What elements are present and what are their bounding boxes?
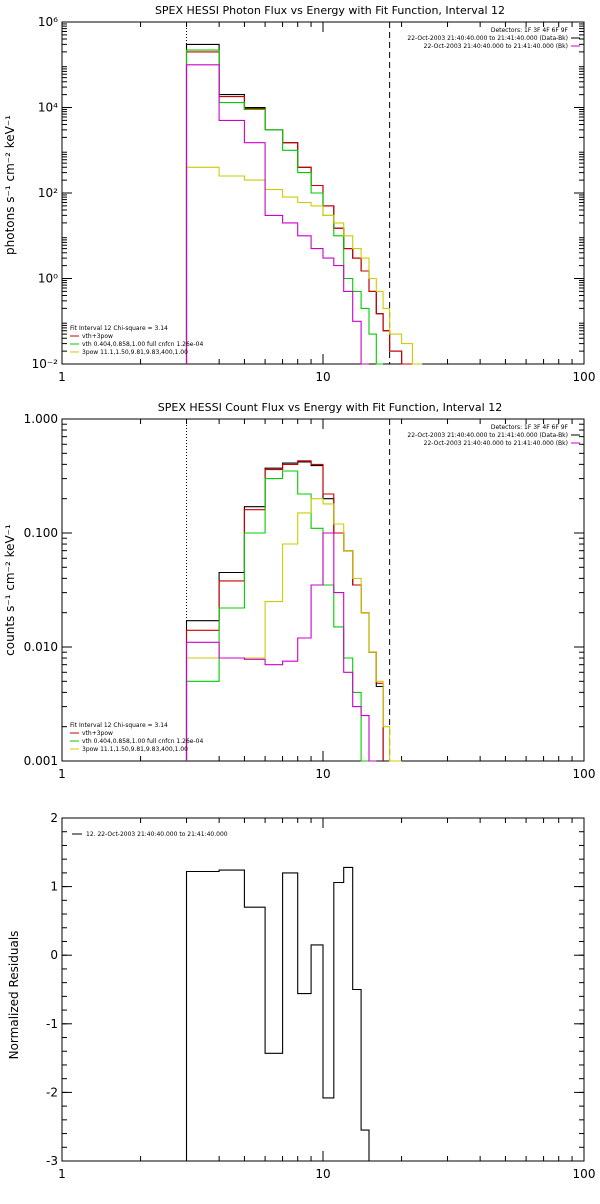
residuals-ytick-label: 2 bbox=[50, 811, 58, 825]
photon-flux-ytick-label: 10² bbox=[38, 186, 58, 200]
photon-flux-ylabel: photons s⁻¹ cm⁻² keV⁻¹ bbox=[3, 115, 17, 255]
count-flux-ytick-label: 1.000 bbox=[24, 412, 58, 426]
count-flux-series bbox=[185, 460, 402, 762]
residuals-xtick-label: 100 bbox=[573, 1167, 596, 1181]
photon-flux-legend-entry: 22-Oct-2003 21:40:40.000 to 21:41:40.000… bbox=[407, 35, 568, 42]
count-flux-series-vth bbox=[185, 470, 369, 762]
residuals-panel: Normalized Residuals 1 10 100 -3 -2 -1 0 1 2 12.… bbox=[7, 811, 595, 1181]
photon-flux-series-bk bbox=[185, 64, 369, 365]
count-flux-legend-entry: Detectors: 1F 3F 4F 6F 9F bbox=[491, 424, 569, 431]
count-flux-ytick-label: 0.100 bbox=[24, 526, 58, 540]
count-flux-series-3pow bbox=[185, 498, 402, 762]
count-flux-series-vth-3pow bbox=[185, 460, 384, 761]
count-flux-ylabel: counts s⁻¹ cm⁻² keV⁻¹ bbox=[3, 524, 17, 656]
photon-flux-legend-entry: vth+3pow bbox=[82, 333, 113, 340]
count-flux-xtick-label: 100 bbox=[573, 767, 596, 781]
count-flux-reference-lines bbox=[186, 419, 391, 761]
count-flux-title: SPEX HESSI Count Flux vs Energy with Fit… bbox=[158, 401, 502, 414]
photon-flux-legend-entry: Fit Interval 12 Chi-square = 3.14 bbox=[70, 325, 168, 332]
count-flux-legend-entry: vth+3pow bbox=[82, 730, 113, 737]
photon-flux-series-vth bbox=[185, 49, 384, 365]
count-flux-xtick-label: 1 bbox=[58, 767, 66, 781]
residuals-series bbox=[185, 866, 377, 1162]
photon-flux-series bbox=[185, 43, 423, 365]
residuals-series-series bbox=[185, 866, 377, 1162]
count-flux-xtick-label: 10 bbox=[315, 767, 330, 781]
photon-flux-series-vth-3pow bbox=[185, 51, 413, 365]
residuals-ytick-label: -3 bbox=[46, 1154, 58, 1168]
count-flux-panel: SPEX HESSI Count Flux vs Energy with Fit… bbox=[3, 401, 595, 781]
count-flux-legend-entry: vth 0.404,0.858,1.00 full cnfcn 1.26e-04 bbox=[82, 738, 203, 745]
residuals-ylabel: Normalized Residuals bbox=[7, 931, 21, 1060]
residuals-ytick-label: -2 bbox=[46, 1085, 58, 1099]
photon-flux-panel: SPEX HESSI Photon Flux vs Energy with Fi… bbox=[3, 4, 595, 384]
residuals-legend-entry: 12. 22-Oct-2003 21:40:40.000 to 21:41:40… bbox=[86, 831, 228, 838]
count-flux-legend-bottom-left: Fit Interval 12 Chi-square = 3.14vth+3po… bbox=[70, 722, 203, 753]
residuals-xtick-label: 1 bbox=[58, 1167, 66, 1181]
count-flux-legend-entry: 3pow 11.1,1.50,9.81,9.83,400,1.00 bbox=[82, 746, 188, 753]
photon-flux-ytick-label: 10⁻² bbox=[32, 357, 59, 371]
photon-flux-xtick-label: 1 bbox=[58, 370, 66, 384]
photon-flux-reference-lines bbox=[186, 22, 391, 364]
count-flux-ytick-label: 0.001 bbox=[24, 754, 58, 768]
photon-flux-ytick-label: 10⁰ bbox=[38, 272, 58, 286]
count-flux-ticks: 1 10 100 0.001 0.010 0.100 1.000 bbox=[24, 412, 596, 781]
photon-flux-ytick-label: 10⁶ bbox=[38, 15, 58, 29]
residuals-ytick-label: -1 bbox=[46, 1017, 58, 1031]
residuals-ticks: 1 10 100 -3 -2 -1 0 1 2 bbox=[46, 811, 595, 1181]
residuals-ytick-label: 1 bbox=[50, 880, 58, 894]
photon-flux-legend-entry: 3pow 11.1,1.50,9.81,9.83,400,1.00 bbox=[82, 349, 188, 356]
count-flux-series-data-bk bbox=[185, 461, 384, 761]
photon-flux-legend-bottom-left: Fit Interval 12 Chi-square = 3.14vth+3po… bbox=[70, 325, 203, 356]
residuals-ytick-label: 0 bbox=[50, 948, 58, 962]
residuals-legend-top-left: 12. 22-Oct-2003 21:40:40.000 to 21:41:40… bbox=[72, 831, 228, 838]
photon-flux-legend-entry: vth 0.404,0.858,1.00 full cnfcn 1.26e-04 bbox=[82, 341, 203, 348]
photon-flux-legend-entry: 22-Oct-2003 21:40:40.000 to 21:41:40.000… bbox=[424, 43, 568, 50]
photon-flux-legend-entry: Detectors: 1F 3F 4F 6F 9F bbox=[491, 27, 569, 34]
count-flux-ytick-label: 0.010 bbox=[24, 640, 58, 654]
count-flux-legend-entry: 22-Oct-2003 21:40:40.000 to 21:41:40.000… bbox=[424, 440, 568, 447]
photon-flux-ticks: 1 10 100 10⁻² 10⁰ 10² 10⁴ 10⁶ bbox=[32, 15, 596, 384]
count-flux-legend-entry: Fit Interval 12 Chi-square = 3.14 bbox=[70, 722, 168, 729]
photon-flux-title: SPEX HESSI Photon Flux vs Energy with Fi… bbox=[155, 4, 505, 17]
photon-flux-series-3pow bbox=[185, 166, 423, 365]
photon-flux-ytick-label: 10⁴ bbox=[38, 101, 58, 115]
count-flux-series-bk bbox=[185, 532, 377, 762]
photon-flux-xtick-label: 100 bbox=[573, 370, 596, 384]
photon-flux-series-data-bk bbox=[185, 43, 413, 365]
count-flux-legend-entry: 22-Oct-2003 21:40:40.000 to 21:41:40.000… bbox=[407, 432, 568, 439]
photon-flux-xtick-label: 10 bbox=[315, 370, 330, 384]
residuals-xtick-label: 10 bbox=[315, 1167, 330, 1181]
